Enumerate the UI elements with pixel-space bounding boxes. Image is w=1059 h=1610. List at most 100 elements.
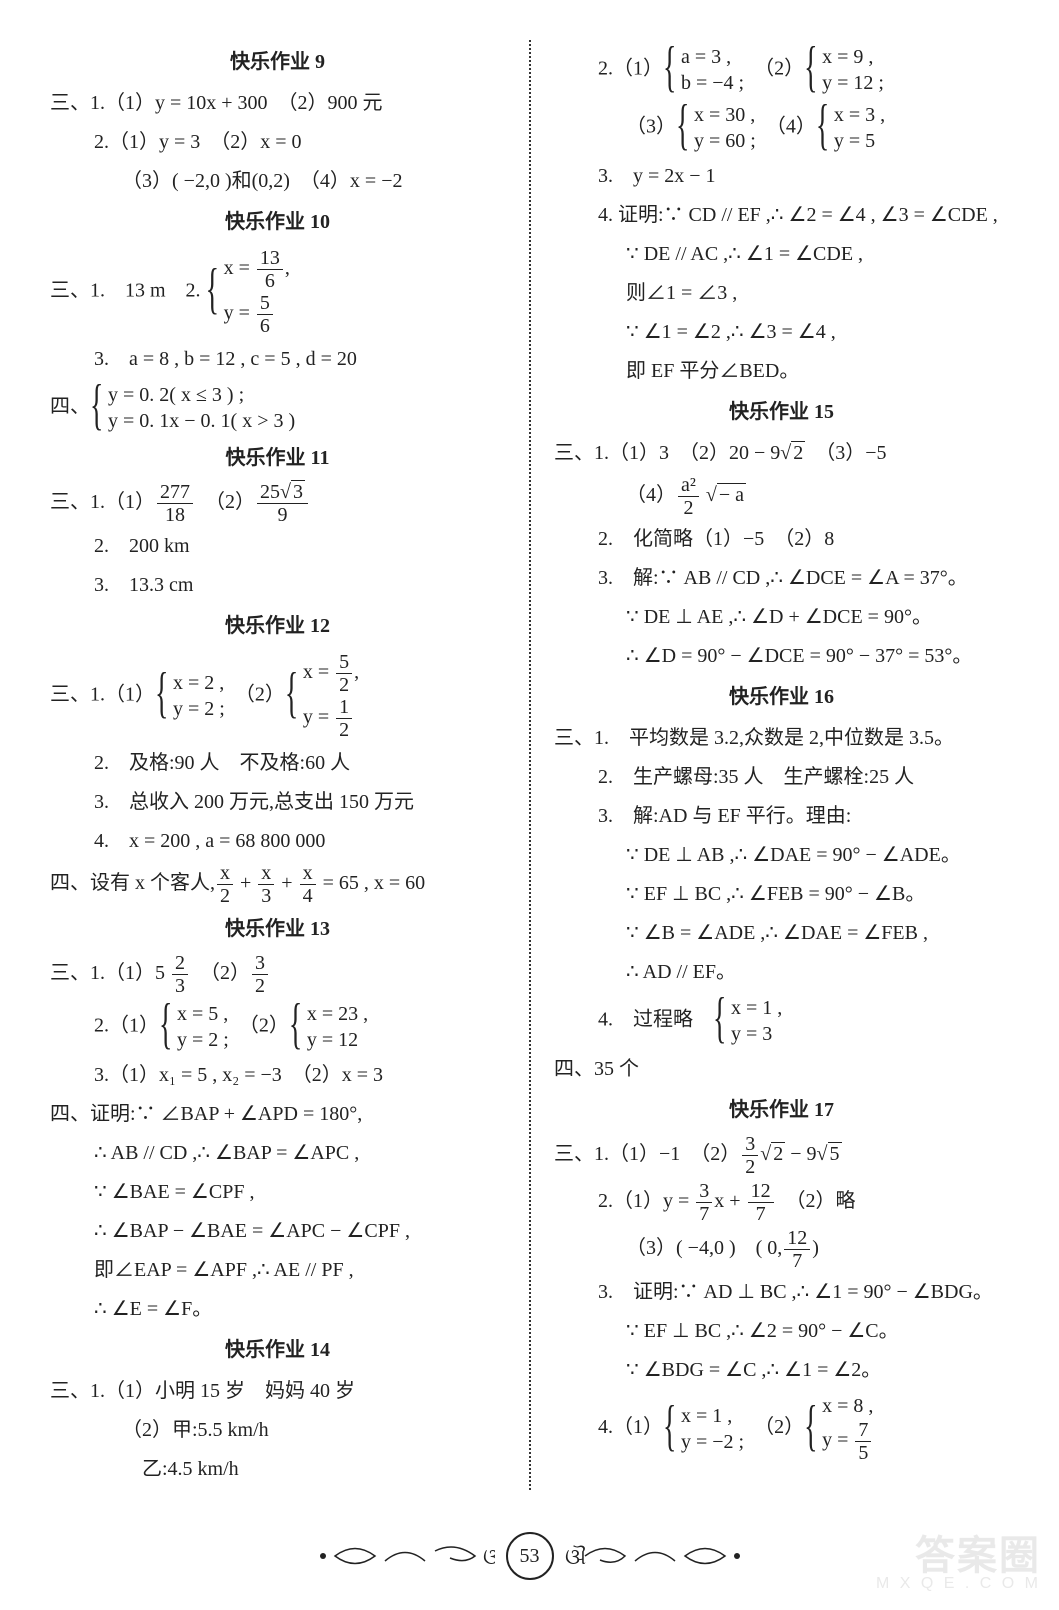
line: 3. 13.3 cm (50, 567, 505, 604)
page-number: 53 (506, 1532, 554, 1580)
text: x = (224, 257, 255, 279)
line: ∵ ∠1 = ∠2 ,∴ ∠3 = ∠4 , (554, 314, 1009, 351)
brace-system: x = 8 , y = 75 (804, 1393, 873, 1464)
heading-12: 快乐作业 12 (50, 608, 505, 645)
text: ) (812, 1237, 819, 1259)
line: 3. 总收入 200 万元,总支出 150 万元 (50, 784, 505, 821)
text: , (354, 661, 359, 683)
text: a = 3 , (681, 44, 744, 70)
text: （2）略 (776, 1190, 856, 1212)
text: x = 30 , (694, 102, 756, 128)
line: 3. 证明:∵ AD ⊥ BC ,∴ ∠1 = 90° − ∠BDG。 (554, 1274, 1009, 1311)
line: 四、设有 x 个客人,x2 + x3 + x4 = 65 , x = 60 (50, 862, 505, 907)
line: 三、1.（1）y = 10x + 300 （2）900 元 (50, 85, 505, 122)
fraction: 23 (172, 952, 188, 997)
text: （2） (744, 1416, 804, 1438)
line: ∴ ∠E = ∠F。 (50, 1291, 505, 1328)
svg-text:ଔ: ଔ (565, 1544, 586, 1569)
num: 277 (157, 481, 193, 504)
line: 4. 证明:∵ CD // EF ,∴ ∠2 = ∠4 , ∠3 = ∠CDE … (554, 197, 1009, 234)
text: y = 0. 2( x ≤ 3 ) ; (108, 382, 295, 408)
svg-text:ଓ: ଓ (483, 1544, 495, 1569)
text: 三、1.（1） (50, 684, 155, 706)
line: 三、1. 13 m 2. x = 136, y = 56 (50, 245, 505, 339)
brace-system: x = 3 , y = 5 (816, 102, 885, 154)
brace-system: x = 1 , y = 3 (713, 995, 782, 1047)
line: ∵ DE // AC ,∴ ∠1 = ∠CDE , (554, 236, 1009, 273)
num: 12 (748, 1180, 774, 1203)
line: （3）( −4,0 ) ( 0,127) (554, 1227, 1009, 1272)
text: x = 2 , (173, 670, 225, 696)
num: 2 (172, 952, 188, 975)
den: 2 (336, 719, 352, 741)
right-column: 2.（1） a = 3 , b = −4 ; （2） x = 9 , y = 1… (554, 40, 1009, 1490)
watermark-small: M X Q E . C O M (876, 1576, 1041, 1592)
den: 4 (300, 885, 316, 907)
num: 253 (257, 481, 308, 504)
line: 四、证明:∵ ∠BAP + ∠APD = 180°, (50, 1096, 505, 1133)
text: （2） (195, 491, 255, 513)
text: （4） (626, 484, 676, 506)
line: 2. 生产螺母:35 人 生产螺栓:25 人 (554, 759, 1009, 796)
num: 5 (336, 651, 352, 674)
text: x + (714, 1190, 745, 1212)
fraction: x2 (217, 862, 233, 907)
den: 3 (172, 975, 188, 997)
line: （3） x = 30 , y = 60 ; （4） x = 3 , y = 5 (554, 100, 1009, 156)
text: − 9 (785, 1143, 816, 1165)
text: x = 1 , (731, 995, 782, 1021)
heading-17: 快乐作业 17 (554, 1092, 1009, 1129)
den: 6 (257, 270, 283, 292)
line: ∵ ∠B = ∠ADE ,∴ ∠DAE = ∠FEB , (554, 915, 1009, 952)
text: （2） (225, 684, 285, 706)
text: y = (303, 706, 334, 728)
text: （2） (744, 58, 804, 80)
brace-system: x = 30 , y = 60 ; (676, 102, 756, 154)
fraction: 75 (855, 1419, 871, 1464)
rad: 3 (291, 480, 305, 503)
line: 四、35 个 (554, 1051, 1009, 1088)
rad: 5 (828, 1142, 842, 1165)
text: x = 8 , (822, 1393, 873, 1419)
flourish-right-icon: ଔ (565, 1536, 745, 1576)
text: , (285, 257, 290, 279)
text: 三、1.（1）3 （2）20 − 9 (554, 442, 780, 464)
text: （2） (229, 1015, 289, 1037)
line: ∵ EF ⊥ BC ,∴ ∠2 = 90° − ∠C。 (554, 1313, 1009, 1350)
line: 3. a = 8 , b = 12 , c = 5 , d = 20 (50, 341, 505, 378)
num: 5 (257, 292, 273, 315)
text: y = 2 ; (173, 696, 225, 722)
heading-14: 快乐作业 14 (50, 1332, 505, 1369)
line: 即 EF 平分∠BED。 (554, 353, 1009, 390)
line: 则∠1 = ∠3 , (554, 275, 1009, 312)
text: + (235, 872, 256, 894)
line: 3. y = 2x − 1 (554, 158, 1009, 195)
den: 6 (257, 315, 273, 337)
line: 4. 过程略 x = 1 , y = 3 (554, 993, 1009, 1049)
text: 三、1. 13 m 2. (50, 280, 201, 302)
brace-system: x = 52, y = 12 (285, 651, 359, 741)
fraction: 27718 (157, 481, 193, 526)
num: a² (678, 474, 699, 497)
text: （2） (190, 962, 250, 984)
fraction: 52 (336, 651, 352, 696)
watermark: 答案圈 M X Q E . C O M (876, 1536, 1041, 1592)
line: 3. 解:AD 与 EF 平行。理由: (554, 798, 1009, 835)
sqrt: 2 (760, 1136, 785, 1173)
line: ∵ ∠BAE = ∠CPF , (50, 1174, 505, 1211)
line: ∵ DE ⊥ AE ,∴ ∠D + ∠DCE = 90°。 (554, 599, 1009, 636)
line: ∴ AB // CD ,∴ ∠BAP = ∠APC , (50, 1135, 505, 1172)
text: y = 5 (834, 128, 885, 154)
den: 2 (678, 497, 699, 519)
den: 2 (217, 885, 233, 907)
line: （3）( −2,0 )和(0,2) （4）x = −2 (50, 163, 505, 200)
den: 7 (748, 1203, 774, 1225)
text: （3）( −4,0 ) ( 0, (626, 1237, 782, 1259)
text: x = 3 , (834, 102, 885, 128)
fraction: x4 (300, 862, 316, 907)
line: 2. 及格:90 人 不及格:60 人 (50, 745, 505, 782)
watermark-big: 答案圈 (876, 1536, 1041, 1576)
brace-system: x = 2 , y = 2 ; (155, 670, 225, 722)
line: 三、1.（1）3 （2）20 − 92 （3）−5 (554, 435, 1009, 472)
heading-16: 快乐作业 16 (554, 679, 1009, 716)
